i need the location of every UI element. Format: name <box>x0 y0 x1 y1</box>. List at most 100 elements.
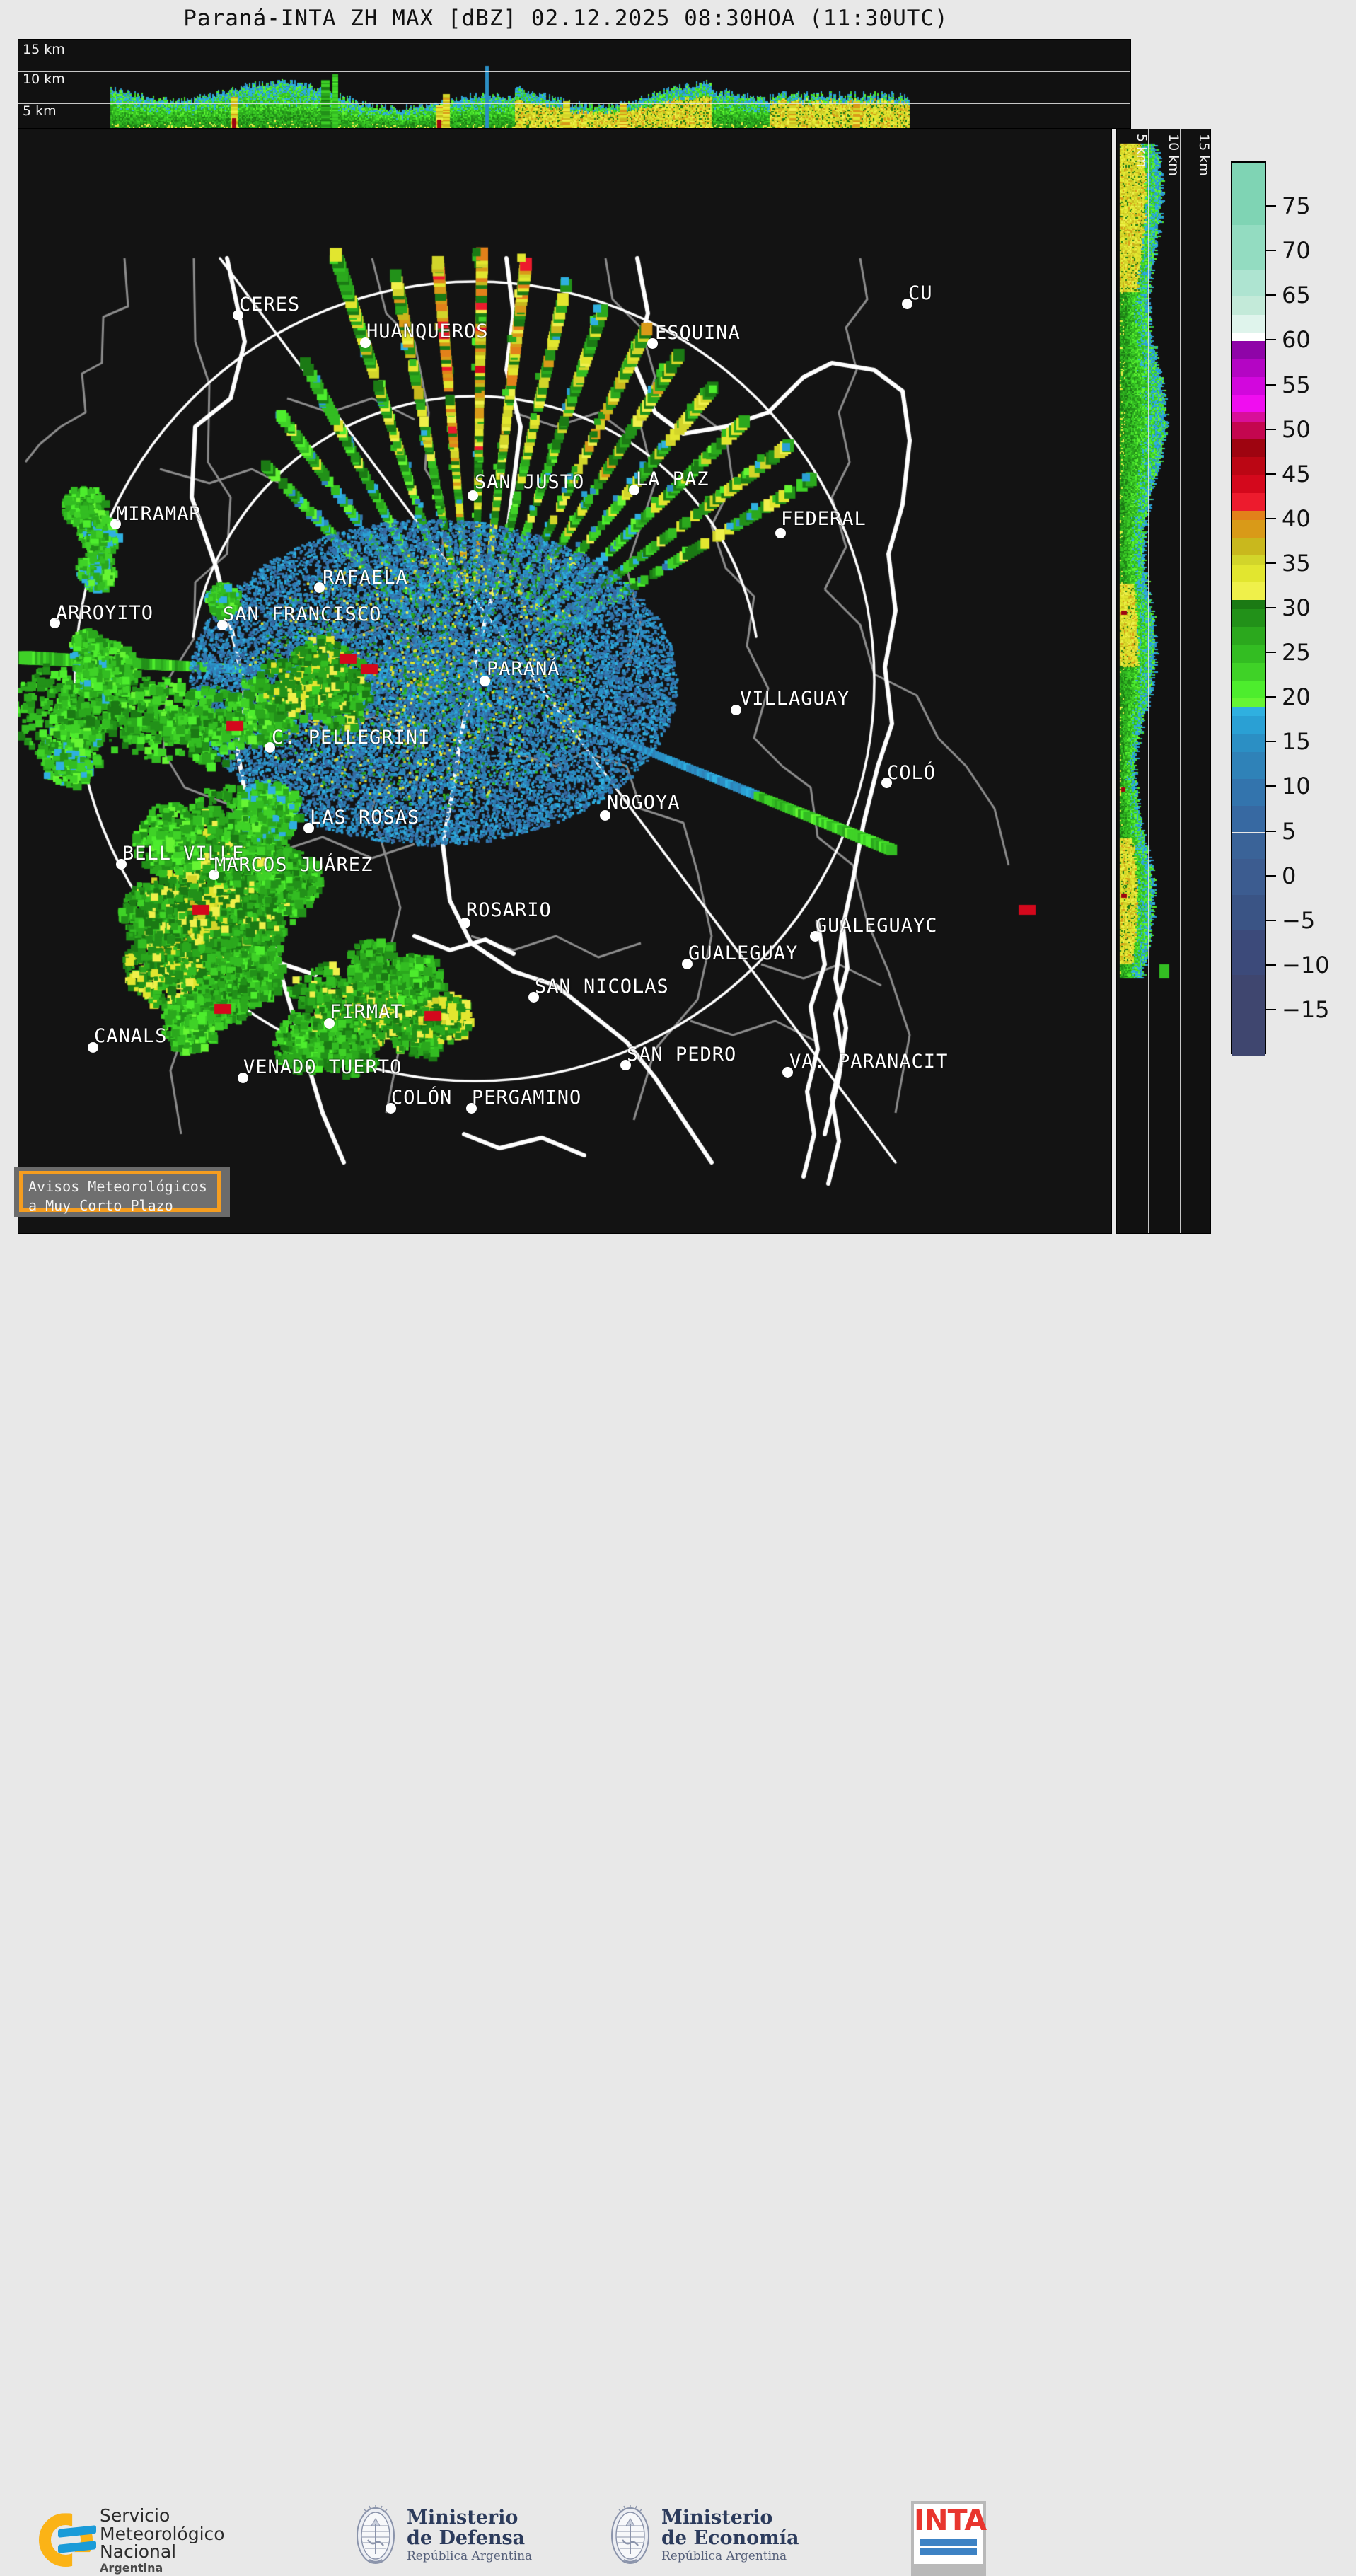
colorbar-tick <box>1266 383 1276 386</box>
economia-line-2: de Economía <box>661 2526 799 2549</box>
city-marker <box>233 310 243 320</box>
colorbar-swatch <box>1232 492 1265 512</box>
colorbar-swatch <box>1232 751 1265 779</box>
city-label: SAN PEDRO <box>627 1044 737 1065</box>
colorbar-tick <box>1266 205 1276 207</box>
gridline-10km <box>18 71 1130 72</box>
economia-line-3: República Argentina <box>661 2548 787 2563</box>
colorbar-swatch <box>1232 600 1265 609</box>
colorbar-swatch <box>1232 519 1265 538</box>
city-marker <box>731 705 741 715</box>
city-label: SAN FRANCISCO <box>223 603 382 625</box>
colorbar-swatch <box>1232 538 1265 556</box>
colorbar-tick-label: 45 <box>1282 460 1311 487</box>
city-marker <box>386 1103 396 1114</box>
height-label-5km: 5 km <box>23 103 57 119</box>
colorbar: 75 70 65 60 55 50 45 40 35 30 25 20 15 10 5 0 −5 −10 −15 <box>1231 161 1344 1056</box>
colorbar-tick <box>1266 785 1276 787</box>
city-label: CERES <box>239 294 301 316</box>
city-label: HUANQUEROS <box>366 320 489 342</box>
smn-line-2: Meteorológico <box>100 2523 225 2544</box>
city-label: LA PAZ <box>636 468 709 490</box>
colorbar-tick-label: 20 <box>1282 683 1311 711</box>
logo-inta: INTA <box>914 2504 987 2564</box>
city-label: CU <box>908 282 933 304</box>
colorbar-swatch <box>1232 359 1265 377</box>
colorbar-tick-label: 65 <box>1282 282 1311 309</box>
gridline-10km-v <box>1180 129 1181 1233</box>
city-label: MARCOS JUÁREZ <box>214 854 373 876</box>
smn-line-3: Nacional <box>100 2541 177 2562</box>
colorbar-swatch <box>1232 395 1265 413</box>
city-marker <box>209 870 219 880</box>
warning-badge[interactable]: Avisos Meteorológicos a Muy Corto Plazo <box>19 1171 221 1214</box>
city-marker <box>810 931 821 942</box>
defensa-line-3: República Argentina <box>407 2548 533 2563</box>
footer: Servicio Meteorológico Nacional Argentin… <box>0 1237 1356 2576</box>
logo-smn: Servicio Meteorológico Nacional Argentin… <box>39 2507 225 2574</box>
city-marker <box>460 918 470 928</box>
smn-line-1: Servicio <box>100 2505 170 2526</box>
colorbar-swatch <box>1232 457 1265 475</box>
colorbar-tick-label: 10 <box>1282 773 1311 800</box>
colorbar-tick <box>1266 830 1276 832</box>
colorbar-swatch <box>1232 662 1265 681</box>
colorbar-swatch <box>1232 698 1265 707</box>
colorbar-swatch <box>1232 859 1265 895</box>
city-marker <box>528 992 539 1003</box>
city-marker <box>360 337 371 348</box>
defensa-line-1: Ministerio <box>407 2507 518 2529</box>
colorbar-tick <box>1266 607 1276 608</box>
city-label: VILLAGUAY <box>740 688 850 710</box>
city-marker <box>600 810 610 821</box>
colorbar-tick <box>1266 473 1276 475</box>
page-title: Paraná-INTA ZH MAX [dBZ] 02.12.2025 08:3… <box>183 6 949 31</box>
colorbar-tick <box>1266 1008 1276 1010</box>
radar-map[interactable]: CERES HUANQUEROS ESQUINA CU SAN JUSTO LA PAZ F… <box>18 129 1112 1234</box>
city-label: LAS ROSAS <box>310 807 420 828</box>
city-marker <box>682 959 693 969</box>
city-marker <box>629 485 639 495</box>
city-marker <box>116 859 127 870</box>
city-marker <box>775 528 786 538</box>
colorbar-swatch <box>1232 555 1265 565</box>
top-cross-section-canvas <box>18 40 1130 128</box>
city-label: ARROYITO <box>56 602 154 624</box>
city-label: COLÓN <box>391 1087 453 1109</box>
smn-icon <box>39 2513 96 2568</box>
colorbar-swatch <box>1232 609 1265 628</box>
colorbar-tick <box>1266 250 1276 252</box>
city-marker <box>50 618 60 628</box>
city-marker <box>620 1060 631 1070</box>
colorbar-swatch <box>1232 163 1265 181</box>
city-label: VA. PARANACIT <box>789 1051 949 1073</box>
colorbar-tick-label: 40 <box>1282 504 1311 532</box>
radar-map-canvas <box>18 129 1111 1233</box>
colorbar-swatch <box>1232 421 1265 440</box>
colorbar-swatch <box>1232 582 1265 601</box>
city-label: MIRAMAR <box>116 503 202 525</box>
height-label-15km: 15 km <box>23 42 65 57</box>
city-label: GUALEGUAYC <box>816 915 938 937</box>
colorbar-tick-label: 30 <box>1282 594 1311 621</box>
city-marker <box>303 823 314 833</box>
height-label-10km: 10 km <box>23 71 65 87</box>
colorbar-swatch <box>1232 314 1265 333</box>
colorbar-tick-label: 70 <box>1282 237 1311 265</box>
city-marker <box>881 778 892 788</box>
city-marker <box>782 1067 793 1078</box>
colorbar-swatch <box>1232 627 1265 645</box>
colorbar-gradient <box>1231 161 1266 1056</box>
top-cross-section-panel: 15 km 10 km 5 km <box>18 39 1131 129</box>
colorbar-swatch <box>1232 341 1265 359</box>
city-label: C. PELLEGRINI <box>272 727 431 749</box>
city-marker <box>480 676 490 686</box>
economia-line-1: Ministerio <box>661 2507 773 2529</box>
height-label-10km-v: 10 km <box>1166 134 1181 176</box>
city-label: VENADO TUERTO <box>243 1056 402 1078</box>
colorbar-tick-label: 75 <box>1282 192 1311 220</box>
right-cross-section-panel: 5 km 10 km 15 km <box>1116 129 1211 1234</box>
city-label: CANALS <box>94 1025 168 1047</box>
colorbar-tick-label: 55 <box>1282 371 1311 398</box>
colorbar-swatch <box>1232 564 1265 583</box>
